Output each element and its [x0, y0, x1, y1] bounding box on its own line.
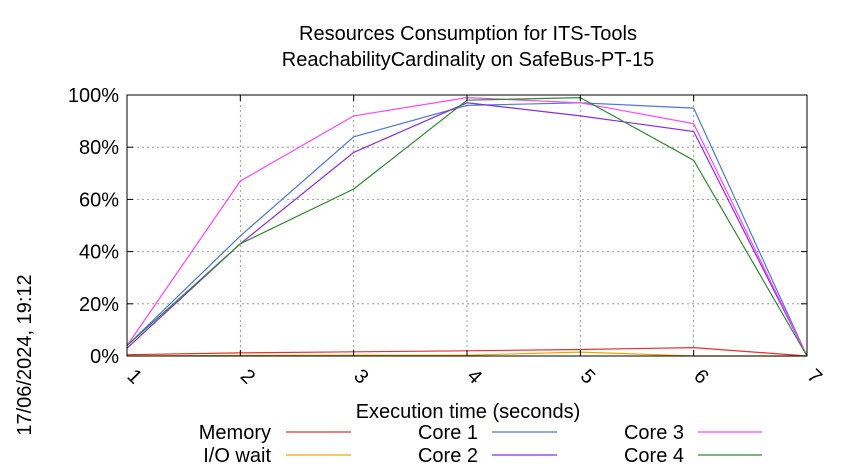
legend-label: Core 1	[418, 422, 478, 444]
legend-label: Core 4	[624, 445, 684, 467]
x-tick-label: 7	[803, 365, 826, 388]
x-tick-label: 2	[236, 365, 259, 388]
x-tick-label: 1	[123, 365, 146, 388]
timestamp-label: 17/06/2024, 19:12	[14, 274, 36, 435]
y-tick-label: 0%	[90, 346, 119, 368]
y-tick-label: 40%	[79, 242, 119, 264]
x-tick-label: 4	[463, 365, 486, 388]
legend-label: Memory	[199, 422, 271, 444]
y-tick-label: 20%	[79, 294, 119, 316]
chart-subtitle: ReachabilityCardinality on SafeBus-PT-15	[282, 49, 654, 71]
y-tick-label: 100%	[68, 85, 119, 107]
y-tick-labels: 0% 20% 40% 60% 80% 100%	[68, 85, 807, 368]
legend-label: I/O wait	[203, 445, 271, 467]
legend-label: Core 2	[418, 445, 478, 467]
grid-lines	[127, 95, 807, 356]
y-tick-label: 80%	[79, 137, 119, 159]
legend-label: Core 3	[624, 422, 684, 444]
series-line-core-1	[126, 102, 808, 357]
chart-title: Resources Consumption for ITS-Tools	[299, 23, 637, 45]
x-tick-labels: 1 2 3 4 5 6 7	[123, 95, 826, 388]
y-tick-label: 60%	[79, 189, 119, 211]
x-tick-label: 3	[349, 365, 372, 388]
x-axis-label: Execution time (seconds)	[356, 401, 581, 423]
x-tick-label: 6	[689, 365, 712, 388]
x-tick-label: 5	[576, 365, 599, 388]
